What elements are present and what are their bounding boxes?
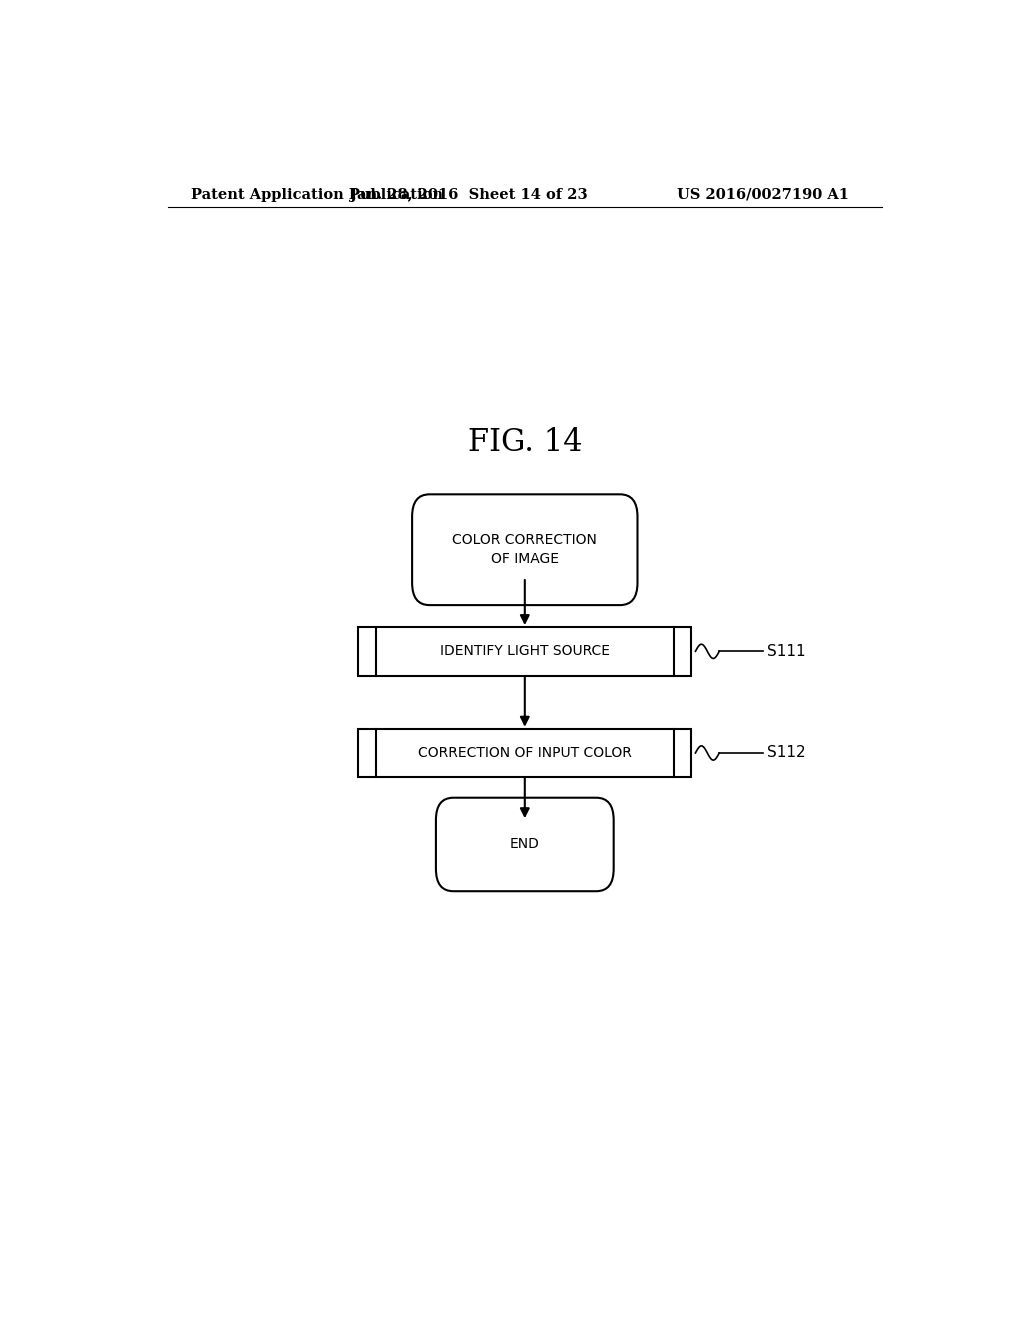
Text: END: END bbox=[510, 837, 540, 851]
Text: FIG. 14: FIG. 14 bbox=[468, 428, 582, 458]
Text: CORRECTION OF INPUT COLOR: CORRECTION OF INPUT COLOR bbox=[418, 746, 632, 760]
Text: Patent Application Publication: Patent Application Publication bbox=[191, 187, 443, 202]
FancyBboxPatch shape bbox=[436, 797, 613, 891]
Bar bbox=[358, 729, 691, 777]
Text: IDENTIFY LIGHT SOURCE: IDENTIFY LIGHT SOURCE bbox=[439, 644, 610, 659]
Bar bbox=[358, 627, 691, 676]
FancyBboxPatch shape bbox=[412, 494, 638, 605]
Text: Jan. 28, 2016  Sheet 14 of 23: Jan. 28, 2016 Sheet 14 of 23 bbox=[350, 187, 588, 202]
Text: COLOR CORRECTION
OF IMAGE: COLOR CORRECTION OF IMAGE bbox=[453, 533, 597, 566]
Text: S112: S112 bbox=[767, 746, 806, 760]
Text: US 2016/0027190 A1: US 2016/0027190 A1 bbox=[677, 187, 849, 202]
Text: S111: S111 bbox=[767, 644, 806, 659]
